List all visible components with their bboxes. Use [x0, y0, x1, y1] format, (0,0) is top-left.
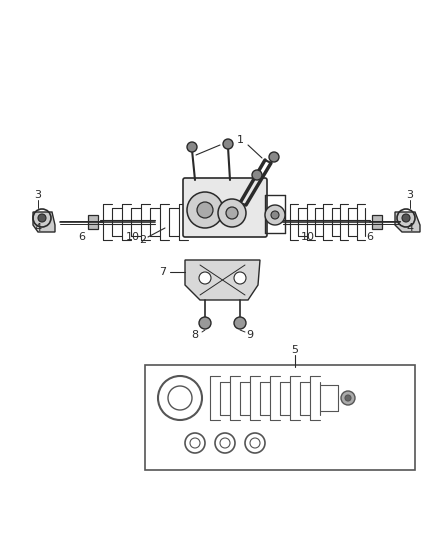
- Bar: [145, 365, 415, 470]
- Circle shape: [158, 376, 202, 420]
- Polygon shape: [185, 260, 260, 300]
- Circle shape: [190, 438, 200, 448]
- Circle shape: [185, 433, 205, 453]
- Bar: [372, 215, 382, 229]
- Circle shape: [223, 139, 233, 149]
- Circle shape: [271, 211, 279, 219]
- Text: 7: 7: [159, 267, 166, 277]
- Circle shape: [341, 391, 355, 405]
- Circle shape: [234, 272, 246, 284]
- Polygon shape: [395, 212, 420, 232]
- Circle shape: [345, 395, 351, 401]
- Circle shape: [199, 272, 211, 284]
- Circle shape: [215, 433, 235, 453]
- Text: 8: 8: [191, 330, 198, 340]
- Circle shape: [38, 214, 46, 222]
- Circle shape: [218, 199, 246, 227]
- Text: 6: 6: [367, 232, 374, 242]
- Circle shape: [199, 317, 211, 329]
- Circle shape: [234, 317, 246, 329]
- Circle shape: [269, 152, 279, 162]
- Circle shape: [197, 202, 213, 218]
- Bar: [88, 215, 98, 229]
- Circle shape: [187, 192, 223, 228]
- Circle shape: [220, 438, 230, 448]
- Circle shape: [250, 438, 260, 448]
- Circle shape: [245, 433, 265, 453]
- Circle shape: [187, 142, 197, 152]
- Text: 2: 2: [139, 235, 147, 245]
- Text: 4: 4: [406, 223, 413, 233]
- Text: 1: 1: [237, 135, 244, 145]
- Text: 10: 10: [301, 232, 315, 242]
- FancyBboxPatch shape: [183, 178, 267, 237]
- Text: 10: 10: [126, 232, 140, 242]
- Text: 4: 4: [35, 223, 42, 233]
- Circle shape: [265, 205, 285, 225]
- Circle shape: [402, 214, 410, 222]
- Circle shape: [226, 207, 238, 219]
- Text: 3: 3: [406, 190, 413, 200]
- Circle shape: [168, 386, 192, 410]
- Text: 6: 6: [78, 232, 85, 242]
- Text: 5: 5: [292, 345, 299, 355]
- Polygon shape: [33, 212, 55, 232]
- Text: 9: 9: [247, 330, 254, 340]
- Text: 3: 3: [35, 190, 42, 200]
- Circle shape: [252, 170, 262, 180]
